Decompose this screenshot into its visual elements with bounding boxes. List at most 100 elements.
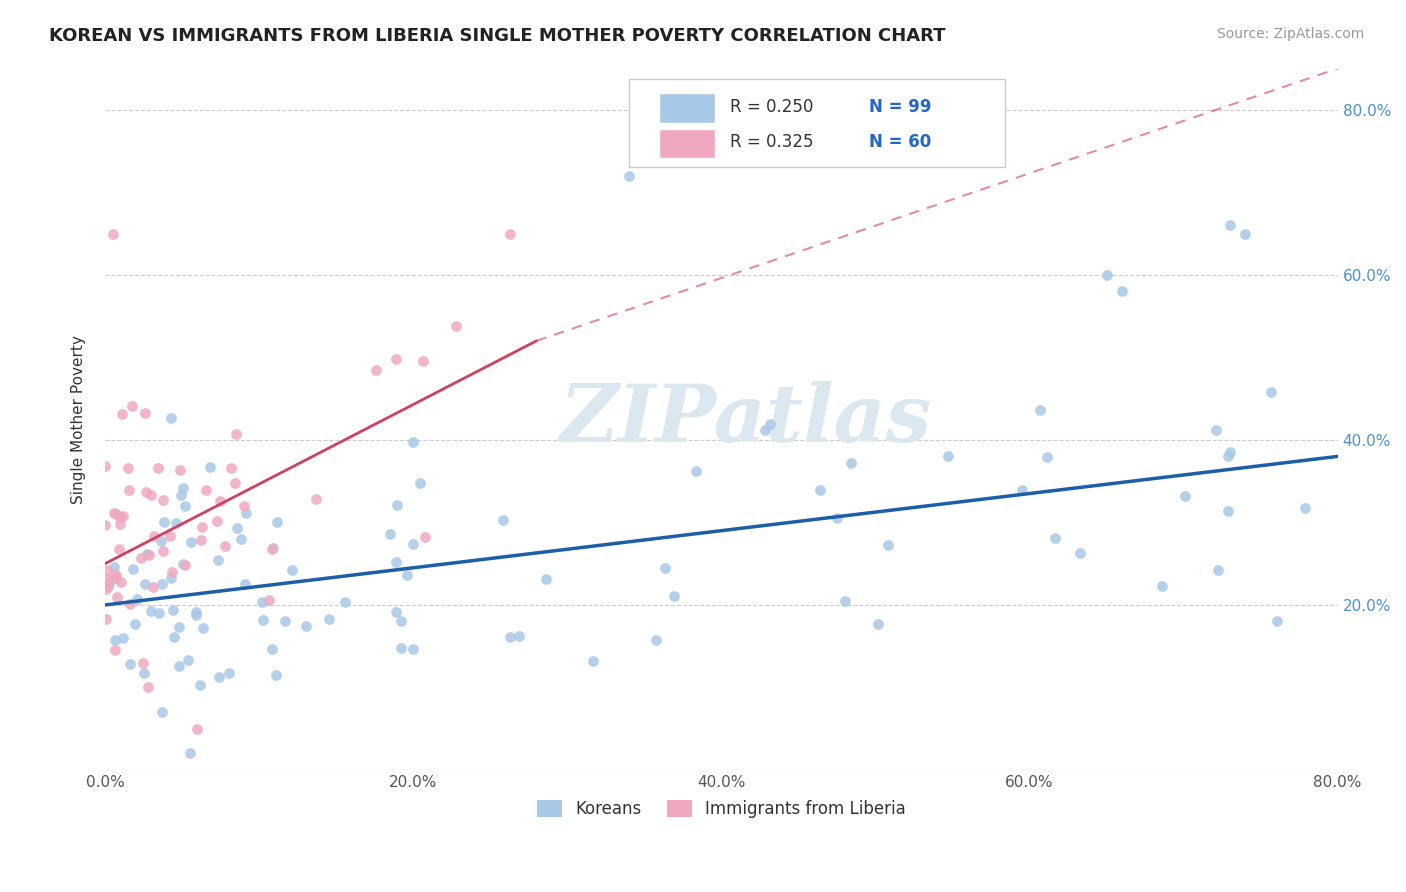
Point <box>107 590 129 604</box>
Point <box>150 706 173 720</box>
Point <box>380 527 402 541</box>
Point <box>121 399 143 413</box>
Point <box>409 475 432 490</box>
Point <box>1111 285 1133 299</box>
Point <box>141 604 163 618</box>
Point <box>111 509 134 524</box>
Point <box>266 515 288 529</box>
Point <box>1029 402 1052 417</box>
Point <box>179 746 201 760</box>
Point <box>1095 268 1118 282</box>
Point <box>876 538 898 552</box>
Point <box>1260 385 1282 400</box>
Point <box>170 488 193 502</box>
Point <box>1216 504 1239 518</box>
Point <box>834 594 856 608</box>
Point <box>233 577 256 591</box>
Point <box>188 678 211 692</box>
FancyBboxPatch shape <box>659 129 716 158</box>
Point <box>190 533 212 548</box>
Point <box>146 460 169 475</box>
Point <box>172 557 194 571</box>
Point <box>120 597 142 611</box>
Point <box>617 169 640 183</box>
Point <box>96 563 118 577</box>
Point <box>808 483 831 497</box>
Point <box>162 603 184 617</box>
Point <box>103 572 125 586</box>
Point <box>105 568 128 582</box>
Point <box>97 579 120 593</box>
Point <box>1011 483 1033 498</box>
Point <box>385 498 408 512</box>
Point <box>385 606 408 620</box>
Point <box>582 655 605 669</box>
Text: N = 60: N = 60 <box>869 133 932 151</box>
Point <box>250 595 273 609</box>
Text: R = 0.250: R = 0.250 <box>730 98 813 116</box>
Point <box>754 423 776 437</box>
Point <box>219 461 242 475</box>
Point <box>1265 615 1288 629</box>
Point <box>333 594 356 608</box>
Point <box>1152 579 1174 593</box>
Point <box>231 532 253 546</box>
Text: R = 0.325: R = 0.325 <box>730 133 814 151</box>
Point <box>152 492 174 507</box>
Point <box>142 581 165 595</box>
Point <box>160 411 183 425</box>
Point <box>96 582 118 597</box>
Point <box>132 666 155 681</box>
Point <box>412 353 434 368</box>
Point <box>177 653 200 667</box>
Text: N = 99: N = 99 <box>869 98 932 116</box>
Point <box>389 640 412 655</box>
Point <box>111 631 134 645</box>
Point <box>252 613 274 627</box>
Point <box>169 659 191 673</box>
Point <box>260 641 283 656</box>
Point <box>132 656 155 670</box>
Point <box>208 494 231 508</box>
Point <box>186 722 208 736</box>
Point <box>97 572 120 586</box>
Point <box>759 417 782 432</box>
Point <box>103 559 125 574</box>
Point <box>413 530 436 544</box>
Point <box>153 515 176 529</box>
Point <box>385 352 408 367</box>
Point <box>124 617 146 632</box>
Point <box>191 621 214 635</box>
Point <box>122 562 145 576</box>
Point <box>444 319 467 334</box>
Point <box>685 464 707 478</box>
Point <box>260 541 283 556</box>
Text: KOREAN VS IMMIGRANTS FROM LIBERIA SINGLE MOTHER POVERTY CORRELATION CHART: KOREAN VS IMMIGRANTS FROM LIBERIA SINGLE… <box>49 27 946 45</box>
Point <box>94 518 117 533</box>
Point <box>104 643 127 657</box>
Point <box>162 630 184 644</box>
FancyBboxPatch shape <box>628 79 1005 167</box>
Point <box>866 616 889 631</box>
Point <box>218 666 240 681</box>
Point <box>662 589 685 603</box>
Point <box>262 541 284 556</box>
Point <box>198 459 221 474</box>
Point <box>224 475 246 490</box>
Point <box>385 555 408 569</box>
Point <box>225 427 247 442</box>
Point <box>150 534 173 549</box>
Point <box>235 507 257 521</box>
Point <box>1219 219 1241 233</box>
Point <box>136 681 159 695</box>
Point <box>94 459 117 474</box>
Point <box>402 642 425 657</box>
Point <box>232 499 254 513</box>
Point <box>160 565 183 579</box>
Point <box>402 536 425 550</box>
Point <box>264 668 287 682</box>
Point <box>139 488 162 502</box>
Point <box>169 463 191 477</box>
Point <box>305 491 328 506</box>
Point <box>152 543 174 558</box>
